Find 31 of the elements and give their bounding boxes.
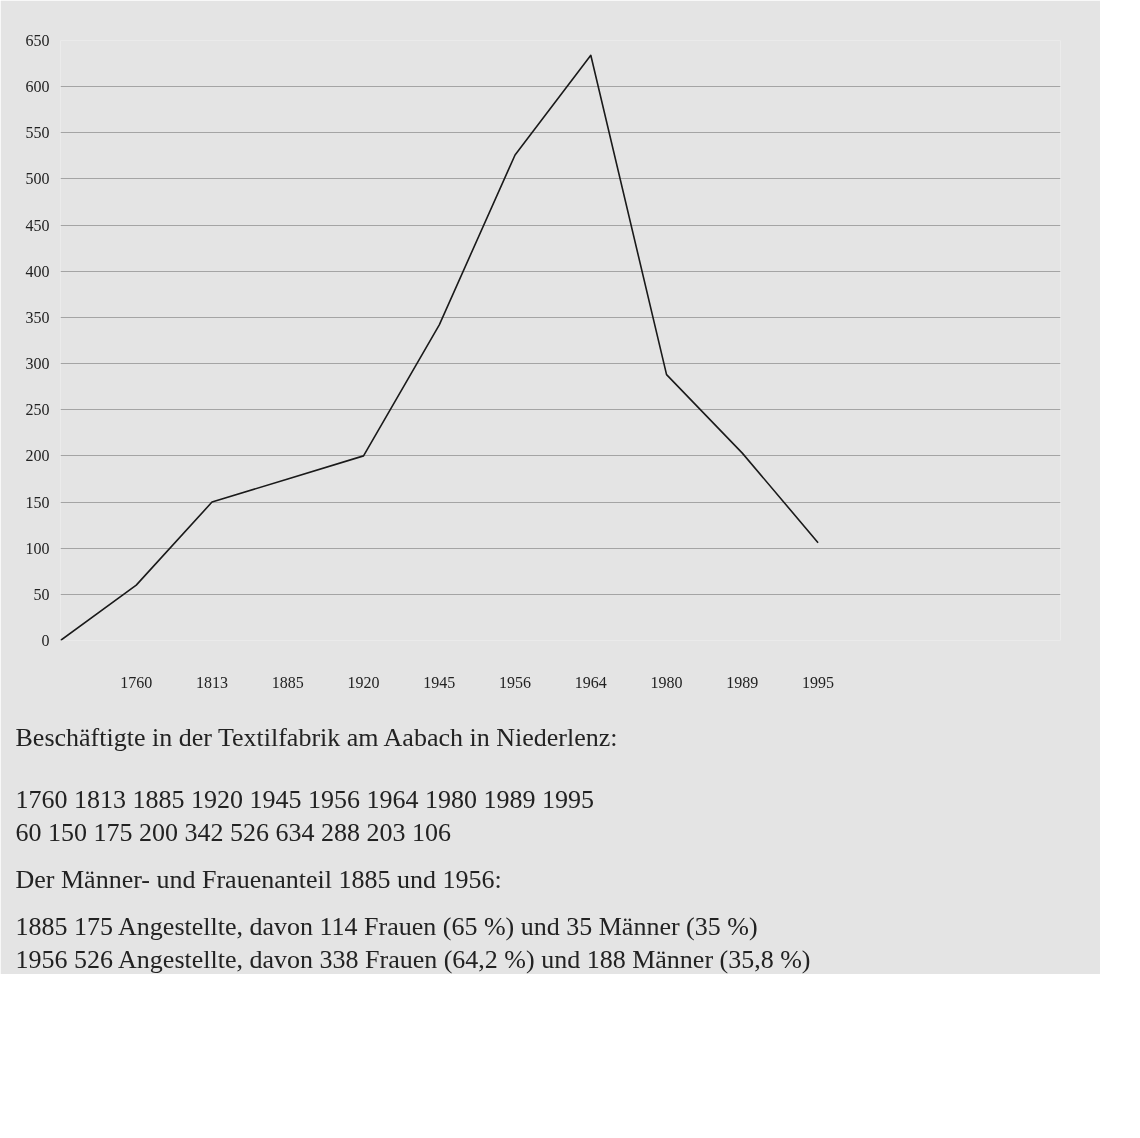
- y-tick-label: 500: [25, 170, 50, 188]
- y-tick-label: 300: [25, 355, 50, 373]
- text: 1956 526 Angestellte, davon 338 Frauen (64,2 %) und 188 Männer (35,8 %): [15, 944, 811, 974]
- x-tick-label: 1885: [271, 673, 304, 691]
- text: 1885 175 Angestellte, davon 114 Frauen (65 %) und 35 Männer (35 %): [15, 911, 758, 941]
- x-tick-label: 1980: [650, 673, 683, 691]
- x-tick-label: 1989: [726, 673, 759, 691]
- x-tick-label: 1956: [499, 673, 532, 691]
- line-series: [60, 54, 819, 641]
- x-tick-label: 1813: [196, 673, 229, 691]
- y-tick-label: 400: [25, 262, 50, 280]
- x-tick-label: 1920: [347, 673, 380, 691]
- text: Der Männer- und Frauenanteil 1885 und 1956:: [15, 864, 502, 894]
- y-tick-label: 0: [41, 632, 50, 649]
- x-tick-label: 1964: [574, 673, 607, 691]
- y-tick-label: 600: [25, 78, 50, 96]
- y-tick-label: 150: [25, 493, 50, 511]
- y-tick-label: 550: [25, 124, 50, 142]
- x-tick-label: 1945: [423, 673, 456, 691]
- x-tick-label: 1760: [120, 673, 153, 691]
- text: Beschäftigte in der Textilfabrik am Aabach in Niederlenz:: [15, 722, 618, 752]
- y-tick-label: 250: [25, 401, 50, 419]
- text: 1760 1813 1885 1920 1945 1956 1964 1980 1989 1995: [15, 784, 594, 814]
- x-tick-label: 1995: [802, 673, 835, 691]
- y-tick-label: 650: [25, 32, 50, 49]
- y-tick-label: 350: [25, 308, 50, 326]
- y-tick-label: 450: [25, 216, 50, 234]
- y-tick-label: 200: [25, 447, 50, 465]
- text: 60 150 175 200 342 526 634 288 203 106: [15, 817, 451, 847]
- y-tick-label: 50: [33, 585, 50, 603]
- y-tick-label: 100: [25, 539, 50, 557]
